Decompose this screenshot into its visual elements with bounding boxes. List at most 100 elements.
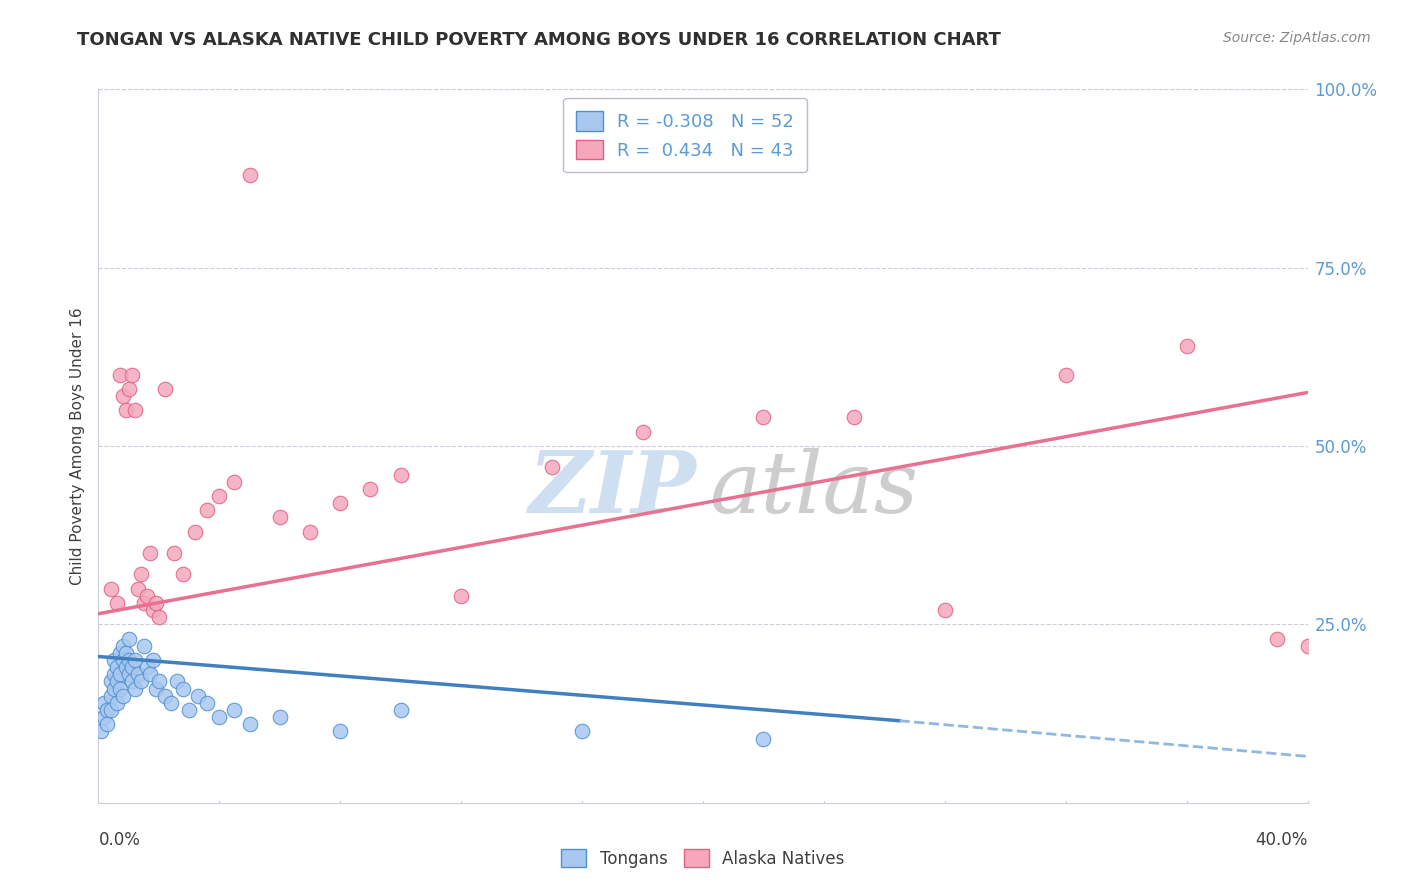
- Point: [121, 660, 143, 674]
- Point: [135, 660, 157, 674]
- Point: [752, 731, 775, 746]
- Point: [105, 696, 128, 710]
- Point: [148, 610, 170, 624]
- Point: [111, 689, 134, 703]
- Point: [142, 603, 165, 617]
- Point: [135, 589, 157, 603]
- Point: [1296, 639, 1319, 653]
- Point: [224, 475, 246, 489]
- Point: [187, 689, 209, 703]
- Point: [96, 717, 118, 731]
- Point: [166, 674, 188, 689]
- Point: [139, 667, 162, 681]
- Point: [111, 639, 134, 653]
- Point: [139, 546, 162, 560]
- Point: [114, 403, 136, 417]
- Point: [93, 710, 115, 724]
- Point: [118, 632, 141, 646]
- Point: [121, 674, 143, 689]
- Point: [172, 567, 194, 582]
- Point: [114, 660, 136, 674]
- Point: [132, 596, 155, 610]
- Point: [571, 724, 593, 739]
- Point: [153, 689, 176, 703]
- Text: 40.0%: 40.0%: [1256, 831, 1308, 849]
- Point: [239, 168, 262, 182]
- Point: [239, 717, 262, 731]
- Point: [145, 596, 167, 610]
- Point: [111, 653, 134, 667]
- Point: [90, 724, 112, 739]
- Point: [103, 653, 125, 667]
- Point: [108, 368, 131, 382]
- Y-axis label: Child Poverty Among Boys Under 16: Child Poverty Among Boys Under 16: [69, 307, 84, 585]
- Point: [145, 681, 167, 696]
- Point: [1357, 439, 1379, 453]
- Legend: R = -0.308   N = 52, R =  0.434   N = 43: R = -0.308 N = 52, R = 0.434 N = 43: [562, 98, 807, 172]
- Point: [329, 496, 352, 510]
- Point: [844, 410, 866, 425]
- Point: [114, 646, 136, 660]
- Point: [105, 660, 128, 674]
- Point: [118, 382, 141, 396]
- Point: [179, 703, 201, 717]
- Text: TONGAN VS ALASKA NATIVE CHILD POVERTY AMONG BOYS UNDER 16 CORRELATION CHART: TONGAN VS ALASKA NATIVE CHILD POVERTY AM…: [77, 31, 1001, 49]
- Point: [195, 696, 218, 710]
- Point: [631, 425, 654, 439]
- Point: [1054, 368, 1077, 382]
- Point: [105, 674, 128, 689]
- Point: [269, 510, 291, 524]
- Point: [108, 667, 131, 681]
- Point: [1267, 632, 1289, 646]
- Point: [360, 482, 382, 496]
- Point: [108, 681, 131, 696]
- Point: [184, 524, 207, 539]
- Point: [103, 681, 125, 696]
- Point: [100, 582, 122, 596]
- Point: [121, 368, 143, 382]
- Legend: Tongans, Alaska Natives: Tongans, Alaska Natives: [554, 843, 852, 874]
- Point: [124, 653, 146, 667]
- Point: [129, 674, 152, 689]
- Point: [163, 546, 186, 560]
- Point: [127, 582, 149, 596]
- Point: [224, 703, 246, 717]
- Point: [124, 403, 146, 417]
- Point: [108, 646, 131, 660]
- Point: [105, 596, 128, 610]
- Point: [100, 703, 122, 717]
- Point: [111, 389, 134, 403]
- Point: [934, 603, 956, 617]
- Point: [1386, 496, 1406, 510]
- Point: [195, 503, 218, 517]
- Point: [450, 589, 472, 603]
- Text: atlas: atlas: [709, 448, 918, 530]
- Text: ZIP: ZIP: [529, 447, 697, 531]
- Point: [208, 710, 231, 724]
- Point: [118, 667, 141, 681]
- Point: [100, 674, 122, 689]
- Point: [172, 681, 194, 696]
- Point: [208, 489, 231, 503]
- Point: [389, 467, 412, 482]
- Point: [752, 410, 775, 425]
- Point: [160, 696, 183, 710]
- Point: [148, 674, 170, 689]
- Point: [127, 667, 149, 681]
- Point: [389, 703, 412, 717]
- Point: [299, 524, 322, 539]
- Point: [103, 667, 125, 681]
- Point: [118, 653, 141, 667]
- Text: 0.0%: 0.0%: [98, 831, 141, 849]
- Point: [153, 382, 176, 396]
- Point: [540, 460, 562, 475]
- Point: [93, 696, 115, 710]
- Point: [96, 703, 118, 717]
- Point: [269, 710, 291, 724]
- Point: [1175, 339, 1198, 353]
- Point: [142, 653, 165, 667]
- Point: [329, 724, 352, 739]
- Point: [100, 689, 122, 703]
- Text: Source: ZipAtlas.com: Source: ZipAtlas.com: [1223, 31, 1371, 45]
- Point: [132, 639, 155, 653]
